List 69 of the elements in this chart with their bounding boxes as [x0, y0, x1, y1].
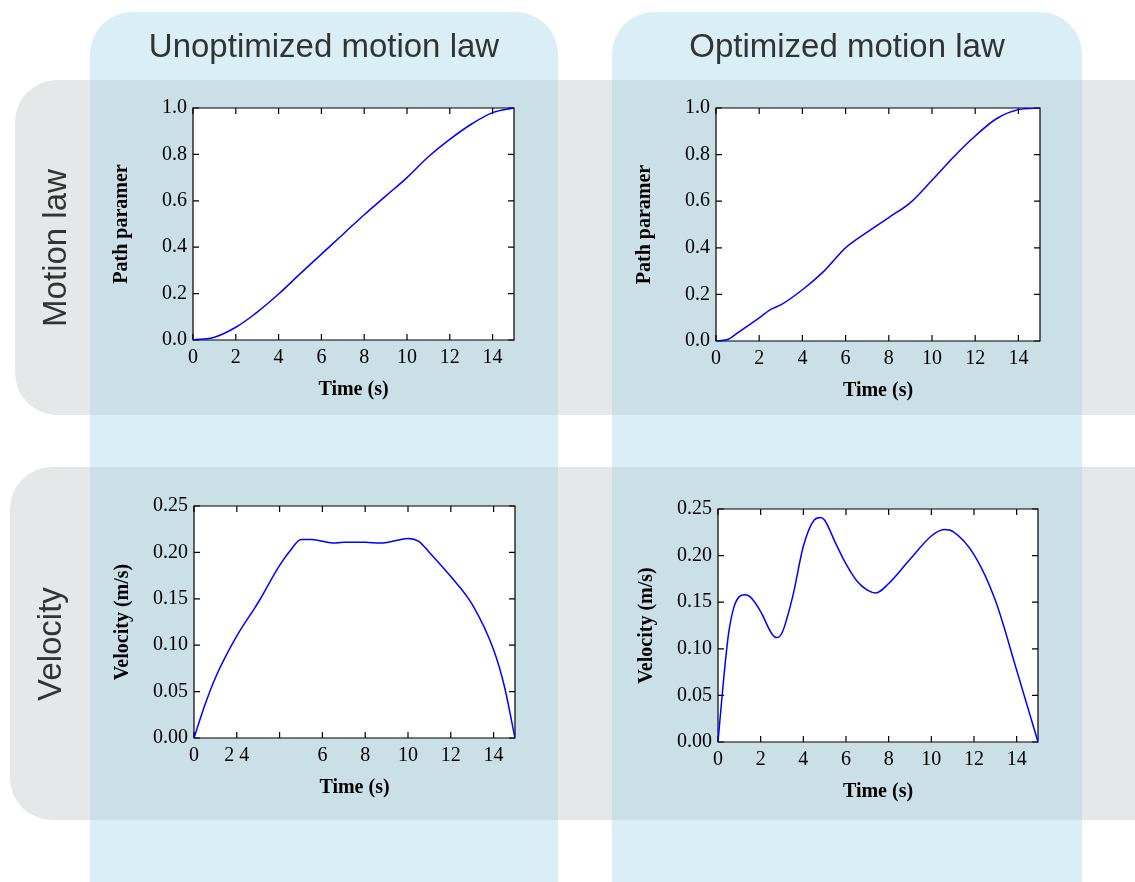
x-tick-label: 0	[189, 743, 199, 766]
y-axis-title: Path paramer	[632, 164, 656, 285]
y-tick-label: 0.25	[153, 493, 188, 516]
x-tick-label: 4	[798, 747, 809, 770]
x-tick-label: 10	[922, 346, 942, 369]
x-tick-label: 12	[440, 743, 461, 766]
y-tick-label: 0.8	[162, 141, 187, 164]
y-axis-title: Path paramer	[109, 164, 133, 284]
x-tick-label: 8	[360, 743, 371, 766]
y-tick-label: 0.0	[162, 327, 187, 350]
x-tick-label: 2 4	[224, 743, 250, 766]
y-tick-label: 0.2	[162, 280, 187, 303]
text: Motion law	[35, 167, 74, 329]
y-axis-title: Velocity (m/s)	[110, 563, 134, 681]
x-tick-label: 0	[188, 345, 198, 368]
x-tick-label: 0	[713, 747, 723, 770]
x-tick-label: 14	[483, 743, 504, 766]
y-tick-label: 1.0	[685, 95, 710, 118]
y-tick-label: 1.0	[162, 95, 187, 118]
x-tick-label: 12	[965, 346, 986, 369]
x-tick-label: 10	[921, 747, 942, 770]
y-tick-label: 0.10	[677, 636, 712, 659]
x-tick-label: 4	[273, 345, 284, 368]
x-tick-label: 2	[755, 747, 766, 770]
y-tick-label: 0.4	[162, 234, 187, 257]
x-axis-title: Time (s)	[842, 779, 914, 803]
x-tick-label: 8	[883, 747, 894, 770]
x-tick-label: 6	[316, 345, 327, 368]
y-tick-label: 0.10	[153, 632, 188, 655]
x-tick-label: 2	[230, 345, 241, 368]
y-tick-label: 0.8	[685, 141, 710, 164]
x-tick-label: 6	[840, 346, 851, 369]
y-tick-label: 0.20	[677, 542, 712, 565]
line-series	[716, 108, 1040, 341]
x-tick-label: 12	[964, 747, 984, 770]
y-tick-label: 0.0	[685, 328, 710, 351]
y-tick-label: 0.6	[162, 188, 187, 211]
x-tick-label: 14	[482, 345, 503, 368]
x-tick-label: 6	[317, 743, 328, 766]
x-axis-title: Time (s)	[319, 775, 390, 799]
x-tick-label: 14	[1006, 747, 1027, 770]
line-series	[193, 108, 514, 340]
y-axis-title: Velocity (m/s)	[634, 567, 658, 684]
text: Velocity	[30, 585, 69, 703]
y-tick-label: 0.15	[153, 586, 188, 609]
x-axis-title: Time (s)	[318, 377, 389, 401]
y-tick-label: 0.15	[677, 589, 712, 612]
y-tick-label: 0.6	[685, 188, 710, 211]
x-tick-label: 0	[711, 346, 721, 369]
x-tick-label: 4	[797, 346, 808, 369]
x-tick-label: 10	[397, 345, 417, 368]
x-tick-label: 12	[439, 345, 460, 368]
y-tick-label: 0.00	[677, 729, 712, 752]
chart-title: Unoptimized motion law	[147, 26, 501, 66]
x-tick-label: 14	[1008, 346, 1029, 369]
y-tick-label: 0.00	[153, 725, 188, 748]
y-tick-label: 0.25	[677, 496, 712, 519]
x-axis-title: Time (s)	[842, 378, 914, 402]
y-tick-label: 0.2	[685, 281, 710, 304]
y-tick-label: 0.05	[677, 682, 712, 705]
x-tick-label: 6	[841, 747, 851, 770]
x-tick-label: 2	[754, 346, 765, 369]
x-tick-label: 8	[883, 346, 894, 369]
y-tick-label: 0.05	[153, 678, 188, 701]
x-tick-label: 8	[359, 345, 370, 368]
chart-title: Optimized motion law	[688, 26, 1006, 66]
x-tick-label: 10	[398, 743, 418, 766]
y-tick-label: 0.20	[153, 539, 188, 562]
y-tick-label: 0.4	[685, 235, 710, 258]
